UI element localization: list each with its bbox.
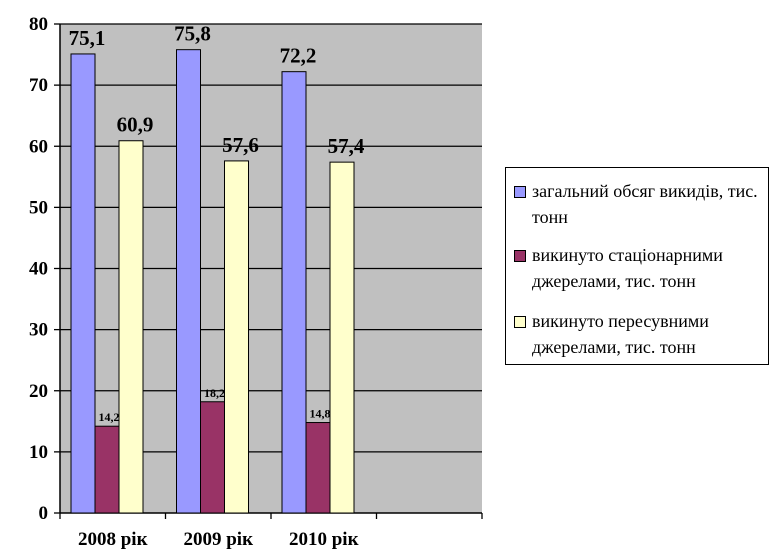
data-label: 14,8 — [310, 407, 331, 421]
data-label: 72,2 — [280, 44, 317, 68]
bar-series-3 — [329, 161, 355, 514]
data-label: 75,1 — [69, 26, 106, 50]
bar-series-2 — [94, 425, 120, 514]
legend-swatch-stationary — [514, 250, 526, 262]
bar-series-2 — [305, 422, 331, 514]
data-label: 57,4 — [328, 134, 365, 158]
legend-label-mobile: викинуто пересувними джерелами, тис. тон… — [532, 311, 709, 357]
data-label: 14,2 — [99, 410, 120, 424]
bar-series-3 — [224, 160, 249, 514]
legend-label-total: загальний обсяг викидів, тис. тонн — [532, 181, 758, 227]
chart-legend: загальний обсяг викидів, тис. тонн викин… — [505, 167, 769, 365]
y-tick-label: 0 — [39, 503, 49, 524]
y-tick-label: 70 — [29, 75, 48, 96]
bar-series-2 — [200, 401, 225, 514]
x-tick-label: 2009 рік — [183, 529, 253, 550]
data-label: 60,9 — [117, 113, 154, 137]
y-tick-label: 10 — [29, 442, 48, 463]
y-tick-label: 20 — [29, 381, 48, 402]
x-tick-label: 2010 рік — [289, 529, 359, 550]
bar-series-1 — [176, 49, 201, 514]
data-label: 57,6 — [222, 133, 259, 157]
bar-series-1 — [70, 53, 96, 514]
y-tick-label: 40 — [29, 259, 48, 280]
legend-swatch-total — [514, 186, 526, 198]
bar-series-1 — [281, 71, 307, 514]
y-tick-label: 50 — [29, 197, 48, 218]
y-tick-label: 30 — [29, 320, 48, 341]
data-label: 75,8 — [174, 22, 211, 46]
bar-series-3 — [118, 140, 144, 514]
legend-swatch-mobile — [514, 316, 526, 328]
x-tick-label: 2008 рік — [78, 529, 148, 550]
y-tick-label: 80 — [29, 14, 48, 35]
y-tick-label: 60 — [29, 136, 48, 157]
legend-label-stationary: викинуто стаціонарними джерелами, тис. т… — [532, 245, 723, 291]
data-label: 18,2 — [204, 386, 225, 400]
